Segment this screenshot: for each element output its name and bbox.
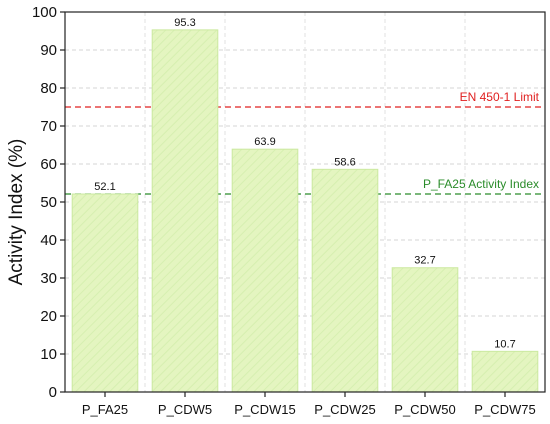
bar-value-label: 95.3 [174, 17, 195, 29]
y-tick-label: 90 [40, 42, 57, 59]
y-tick-label: 30 [40, 270, 57, 287]
y-axis-title: Activity Index (%) [6, 139, 27, 286]
bar-p-cdw5 [151, 29, 219, 393]
bar-value-label: 52.1 [94, 181, 115, 193]
reference-line-label: EN 450-1 Limit [460, 90, 540, 104]
bar-p-cdw25 [311, 168, 379, 393]
bar-value-label: 58.6 [334, 156, 355, 168]
bar-p-cdw50 [391, 267, 459, 393]
bars: 52.1 95.3 63.9 58.6 32.7 10.7 [71, 17, 539, 393]
x-tick-label: P_CDW50 [394, 402, 455, 417]
bar-value-label: 63.9 [254, 136, 275, 148]
y-tick-label: 50 [40, 194, 57, 211]
bar-value-label: 32.7 [414, 255, 435, 267]
y-tick-label: 10 [40, 346, 57, 363]
x-tick-label: P_FA25 [82, 402, 128, 417]
y-tick-label: 40 [40, 232, 57, 249]
y-tick-label: 0 [49, 384, 57, 401]
x-tick-label: P_CDW15 [234, 402, 295, 417]
y-tick-label: 20 [40, 308, 57, 325]
reference-line-label: P_FA25 Activity Index [423, 177, 539, 191]
reference-lines: EN 450-1 Limit P_FA25 Activity Index [65, 90, 545, 195]
bar-p-cdw15 [231, 148, 299, 393]
x-tick-label: P_CDW5 [158, 402, 212, 417]
y-tick-label: 100 [32, 4, 57, 21]
y-tick-label: 60 [40, 156, 57, 173]
x-tick-label: P_CDW25 [314, 402, 375, 417]
bar-p-fa25 [71, 193, 139, 393]
bar-value-label: 10.7 [494, 338, 515, 350]
axes: 0 10 20 30 40 50 60 70 80 90 100 P_FA25 P_CDW5 P_CDW1… [32, 4, 546, 417]
x-tick-label: P_CDW75 [474, 402, 535, 417]
y-tick-label: 70 [40, 118, 57, 135]
grid [65, 11, 545, 392]
y-tick-label: 80 [40, 80, 57, 97]
bar-p-cdw75 [471, 350, 539, 393]
